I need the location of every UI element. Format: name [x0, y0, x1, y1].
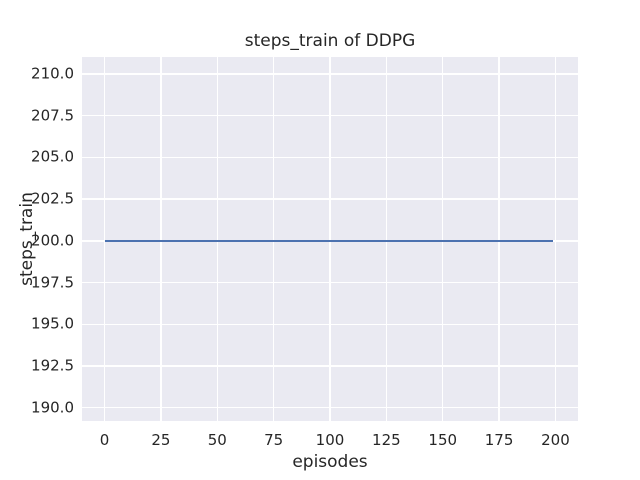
x-tick-label: 25 [151, 431, 171, 449]
x-tick-label: 125 [372, 431, 401, 449]
y-tick-label: 190.0 [31, 398, 74, 417]
x-tick-label: 75 [264, 431, 284, 449]
gridline-vertical [103, 57, 106, 421]
data-line-steps_train [104, 239, 554, 243]
y-tick-label: 210.0 [31, 64, 74, 83]
y-tick-label: 195.0 [31, 314, 74, 333]
x-tick-label: 175 [484, 431, 514, 449]
x-tick-label: 100 [315, 431, 345, 449]
x-axis-label: episodes [292, 452, 368, 472]
x-tick-label: 150 [428, 431, 458, 449]
gridline-vertical [272, 57, 275, 421]
x-tick-label: 50 [207, 431, 227, 449]
gridline-vertical [216, 57, 218, 421]
chart-title: steps_train of DDPG [244, 31, 416, 51]
x-tick-label: 200 [541, 431, 570, 449]
y-tick-label: 200.0 [31, 231, 74, 250]
x-tick-label: 0 [99, 431, 110, 449]
gridline-vertical [442, 57, 444, 421]
gridline-vertical [385, 57, 388, 421]
gridline-vertical [329, 57, 331, 421]
plot-area [82, 57, 578, 421]
y-tick-label: 202.5 [31, 189, 74, 208]
y-tick-label: 205.0 [31, 147, 74, 166]
gridline-vertical [554, 57, 557, 421]
y-tick-label: 197.5 [31, 273, 74, 292]
gridline-vertical [160, 57, 162, 421]
y-tick-label: 207.5 [31, 106, 74, 125]
y-tick-label: 192.5 [31, 356, 74, 375]
gridline-vertical [498, 57, 500, 421]
